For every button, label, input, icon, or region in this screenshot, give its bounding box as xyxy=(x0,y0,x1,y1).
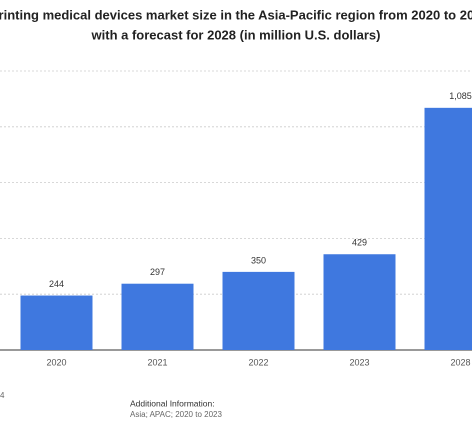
chart-title: printing medical devices market size in … xyxy=(0,7,472,22)
footer-heading: Additional Information: xyxy=(130,398,215,408)
bar xyxy=(323,254,396,350)
x-tick-label: 2020 xyxy=(46,357,66,367)
chart-title: with a forecast for 2028 (in million U.S… xyxy=(91,27,381,42)
value-label: 1,085 xyxy=(449,91,472,101)
footer-fragment: 4 xyxy=(0,391,5,400)
x-tick-label: 2023 xyxy=(349,357,369,367)
x-tick-label: 2022 xyxy=(248,357,268,367)
value-label: 429 xyxy=(352,238,367,248)
value-label: 350 xyxy=(251,255,266,265)
bar xyxy=(222,271,295,350)
bar xyxy=(121,283,194,350)
value-label: 244 xyxy=(49,279,64,289)
footer-text: Asia; APAC; 2020 to 2023 xyxy=(130,410,222,419)
x-tick-label: 2028 xyxy=(450,357,470,367)
x-tick-label: 2021 xyxy=(147,357,167,367)
bar xyxy=(20,295,93,350)
value-label: 297 xyxy=(150,267,165,277)
bar xyxy=(424,107,472,350)
